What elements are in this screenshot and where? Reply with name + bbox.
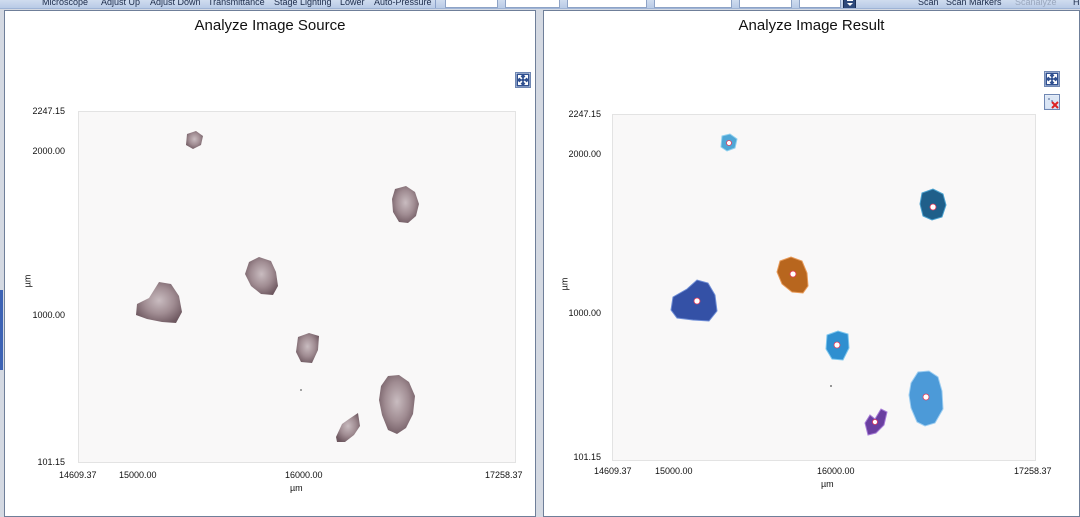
particle-navy [670,279,718,322]
particle [336,413,360,442]
expand-arrows-icon[interactable] [1044,71,1060,87]
x-axis-min-label: 14609.37 [594,466,632,476]
lower-button[interactable]: Lower [340,0,365,7]
y-axis-min-label: 101.15 [37,457,65,467]
result-particles [670,133,947,436]
auto-pressure-button[interactable]: Auto-Pressure [374,0,432,7]
source-panel: Analyze Image Source [4,10,536,517]
result-panel: Analyze Image Result [543,10,1080,517]
scanalyze-button[interactable]: Scanalyze [1015,0,1057,7]
particle [136,282,182,323]
x-axis-max-label: 17258.37 [1014,466,1052,476]
stage-lighting-button[interactable]: Stage Lighting [274,0,332,7]
source-particles [136,131,419,442]
expand-arrows-icon[interactable] [515,72,531,88]
main-toolbar: Microscope Adjust Up Adjust Down Transmi… [0,0,1080,9]
clear-markers-icon[interactable] [1044,94,1060,110]
y-axis-tick-label: 2000.00 [568,149,601,159]
toolbar-overflow-item[interactable]: H [1073,0,1080,7]
x-axis-label: µm [290,483,303,493]
source-panel-title: Analyze Image Source [194,17,346,34]
y-axis-max-label: 2247.15 [32,106,65,116]
toolbar-separator [435,0,436,8]
y-axis-label: µm [22,274,33,288]
particle-light-blue [908,370,944,427]
adjust-down-button[interactable]: Adjust Down [150,0,201,7]
particle [379,375,415,434]
x-axis-tick-label: 16000.00 [285,470,323,480]
toolbar-field-3[interactable] [567,0,647,8]
toolbar-field-1[interactable] [445,0,498,8]
toolbar-field-5[interactable] [739,0,792,8]
y-axis-max-label: 2247.15 [568,109,601,119]
y-axis-tick-label: 2000.00 [32,146,65,156]
particle-purple [864,408,888,436]
particle-cyan [720,133,738,152]
particle [392,186,419,223]
y-axis-tick-label: 1000.00 [32,310,65,320]
adjust-up-button[interactable]: Adjust Up [101,0,141,7]
x-axis-tick-label: 16000.00 [817,466,855,476]
speck [300,389,302,391]
particle [186,131,203,149]
toolbar-dropdown-icon[interactable] [843,0,856,8]
y-axis-min-label: 101.15 [573,452,601,462]
toolbar-field-4[interactable] [654,0,732,8]
x-axis-min-label: 14609.37 [59,470,97,480]
particle [245,257,278,295]
x-axis-max-label: 17258.37 [485,470,523,480]
scan-markers-button[interactable]: Scan Markers [946,0,1002,7]
particle-orange [776,256,809,294]
y-axis-label: µm [559,277,570,291]
left-dock-tab[interactable] [0,290,3,370]
y-axis-tick-label: 1000.00 [568,308,601,318]
source-image-plot[interactable] [78,111,516,463]
toolbar-field-6[interactable] [799,0,841,8]
particle-blue [825,330,850,361]
speck [830,385,832,387]
result-panel-title: Analyze Image Result [738,17,885,34]
scan-button[interactable]: Scan [918,0,939,7]
x-axis-tick-label: 15000.00 [655,466,693,476]
result-image-plot[interactable] [612,114,1036,461]
microscope-button[interactable]: Microscope [42,0,89,7]
transmittance-button[interactable]: Transmittance [208,0,265,7]
particle [296,333,319,363]
particle-dark-teal [919,188,947,221]
toolbar-field-2[interactable] [505,0,560,8]
x-axis-tick-label: 15000.00 [119,470,157,480]
x-axis-label: µm [821,479,834,489]
